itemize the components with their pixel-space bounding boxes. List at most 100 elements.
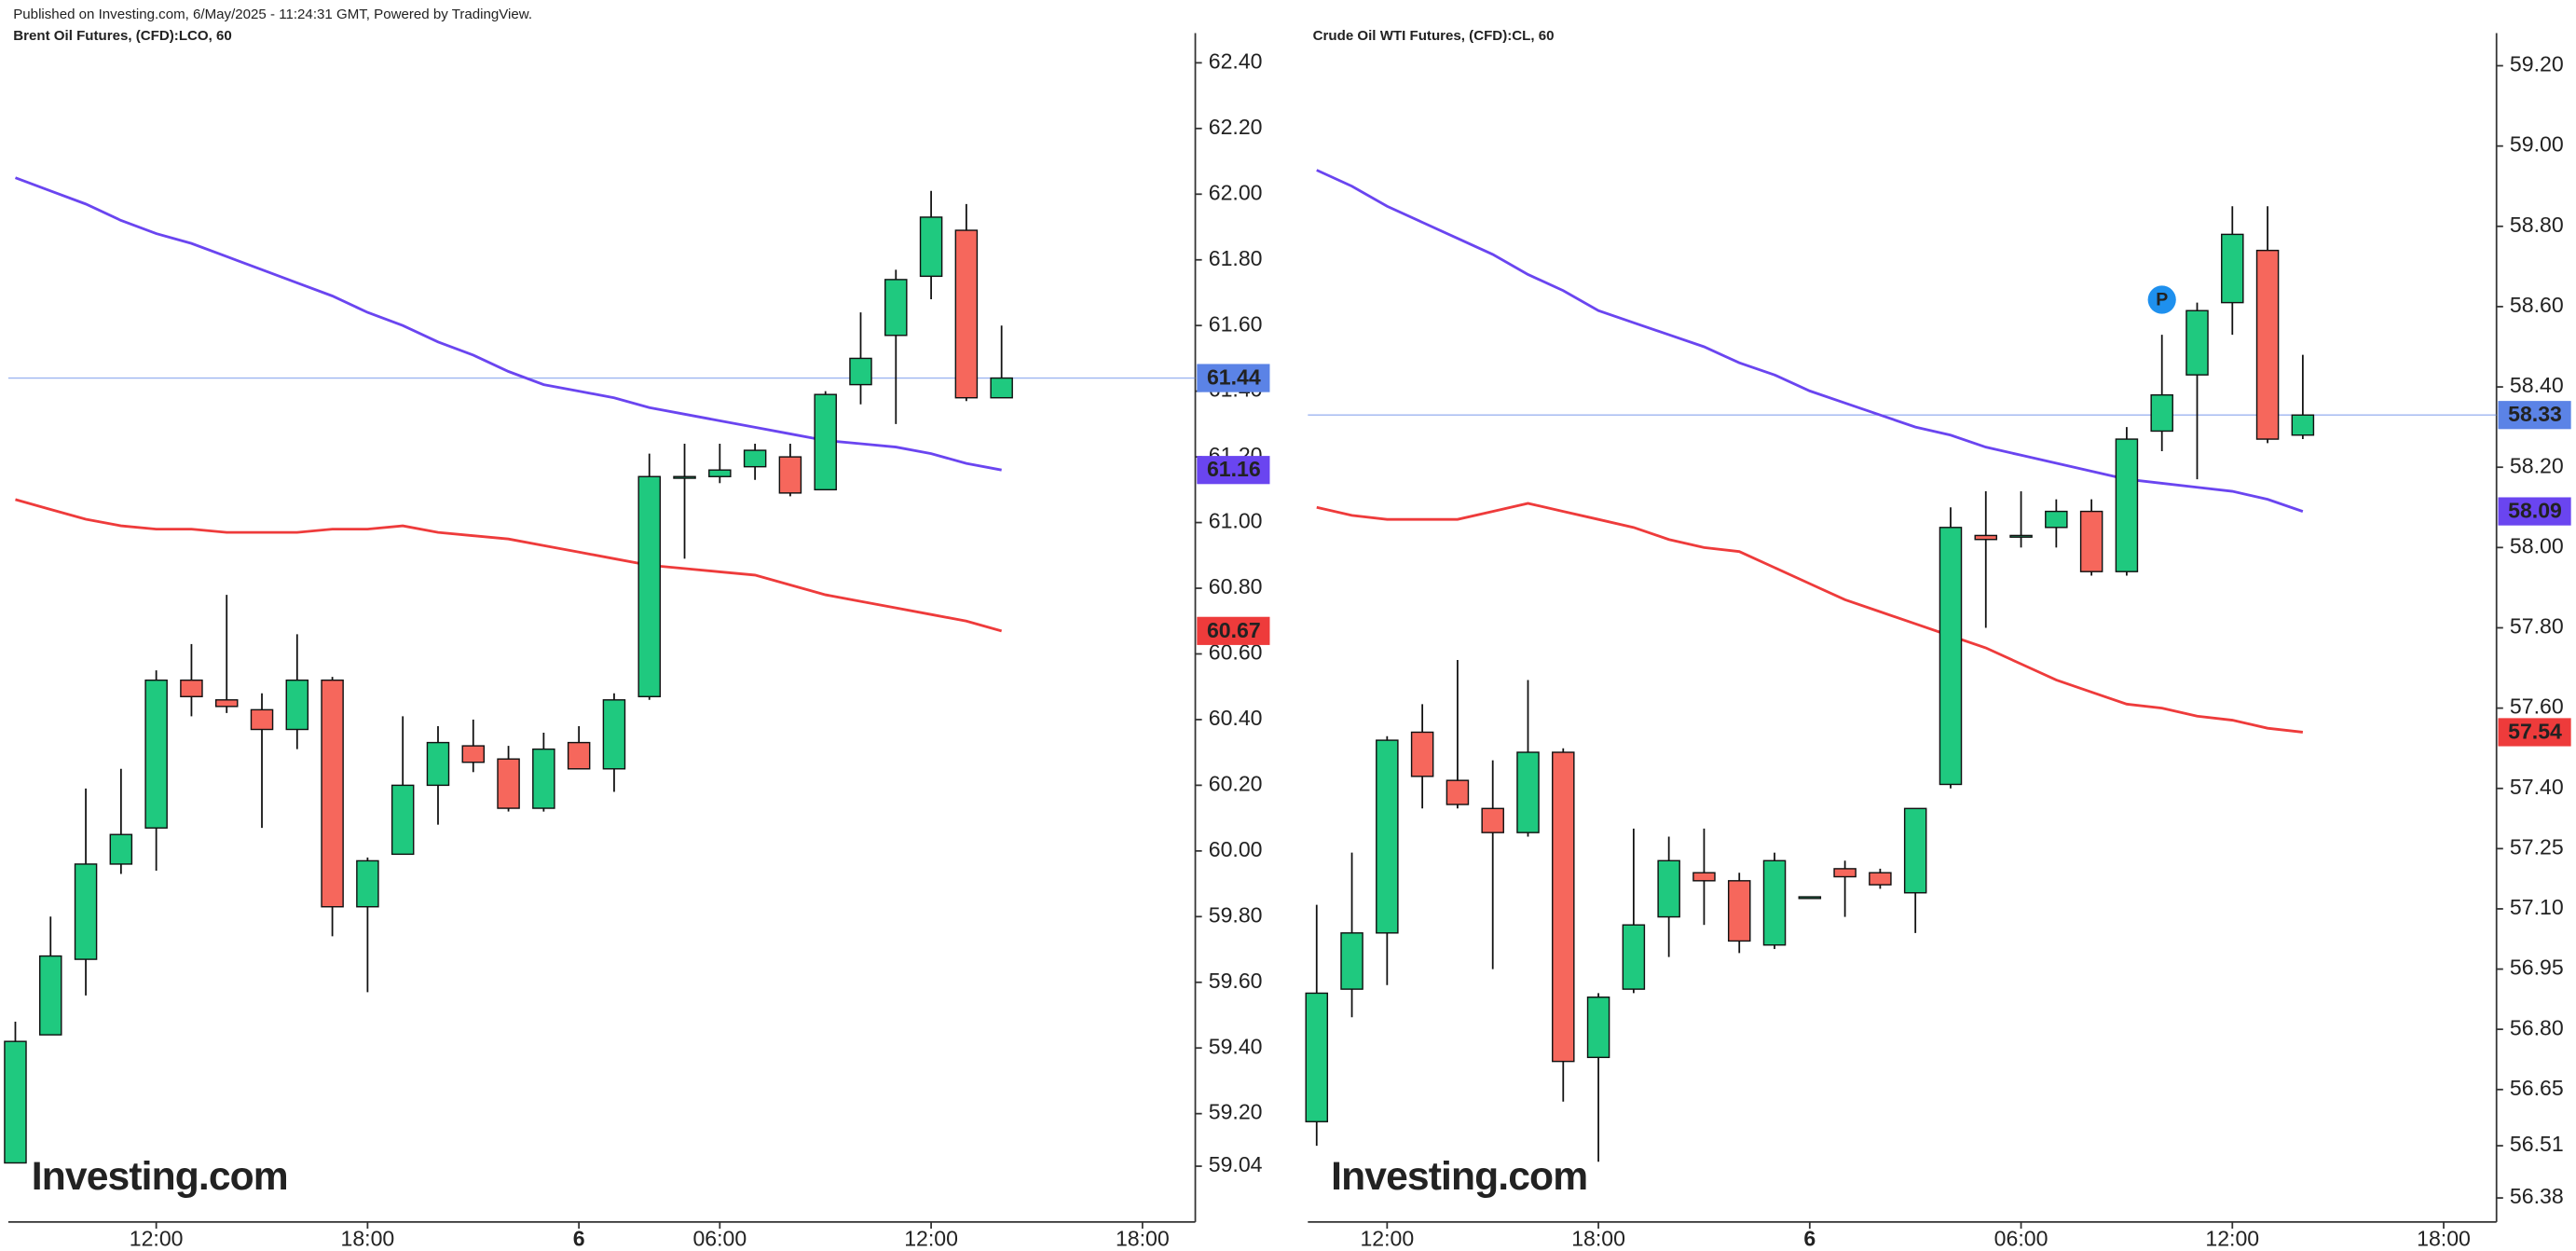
candle-body: [74, 863, 98, 960]
candle-body: [321, 679, 344, 908]
y-tick-label: 62.40: [1209, 48, 1263, 73]
y-tick-label: 60.20: [1209, 771, 1263, 795]
y-tick-label: 59.20: [1209, 1100, 1263, 1124]
candle-body: [954, 229, 979, 399]
series-tag-label: 61.16: [1207, 457, 1261, 481]
candle-body: [1869, 872, 1892, 886]
price-tag: [1197, 364, 1270, 392]
candle-body: [637, 475, 661, 697]
y-tick-label: 56.65: [2510, 1076, 2564, 1100]
candle-body: [814, 393, 837, 491]
series-tag: [1197, 616, 1270, 645]
moving-average: [1316, 169, 2304, 513]
price-tag-label: 58.33: [2508, 402, 2562, 426]
candle-body: [2185, 309, 2209, 376]
candle-body: [2009, 534, 2033, 538]
y-tick-label: 58.20: [2510, 453, 2564, 477]
x-tick-label: 18:00: [2417, 1227, 2471, 1251]
candle-body: [1762, 859, 1787, 946]
chart-title: Brent Oil Futures, (CFD):LCO, 60: [13, 28, 232, 44]
series-tag: [1197, 456, 1270, 485]
candle-body: [532, 748, 555, 809]
y-tick-label: 57.60: [2510, 694, 2564, 719]
candle-body: [1939, 527, 1963, 786]
y-tick-label: 57.80: [2510, 614, 2564, 639]
y-tick-label: 59.04: [1209, 1152, 1263, 1176]
watermark: Investing.com: [1331, 1154, 1587, 1199]
x-tick-label: 6: [573, 1227, 585, 1251]
candle-body: [1692, 872, 1716, 882]
x-tick-label: 18:00: [341, 1227, 395, 1251]
series-tag: [2498, 497, 2571, 526]
candle-body: [602, 699, 626, 770]
candle-body: [1586, 997, 1610, 1059]
y-tick-label: 56.95: [2510, 955, 2564, 980]
candle-body: [109, 833, 133, 865]
series-tag-label: 57.54: [2508, 719, 2562, 743]
candle-body: [1903, 807, 1927, 894]
candle-body: [2045, 510, 2068, 529]
y-tick-label: 60.00: [1209, 837, 1263, 861]
candle-body: [673, 475, 696, 479]
candle-body: [743, 449, 767, 468]
candle-body: [2079, 510, 2103, 572]
y-tick-label: 59.20: [2510, 52, 2564, 76]
y-tick-label: 59.00: [2510, 132, 2564, 157]
y-tick-label: 60.40: [1209, 706, 1263, 730]
y-tick-label: 58.40: [2510, 373, 2564, 397]
candle-body: [39, 955, 62, 1036]
y-tick-label: 61.00: [1209, 509, 1263, 533]
candle-body: [1657, 859, 1680, 918]
y-tick-label: 59.80: [1209, 902, 1263, 927]
candle-body: [497, 758, 520, 809]
moving-average: [15, 498, 1003, 633]
y-tick-label: 61.60: [1209, 311, 1263, 336]
y-tick-label: 57.25: [2510, 834, 2564, 859]
candle-body: [250, 708, 274, 731]
candle-body: [1446, 779, 1470, 805]
candle-body: [285, 679, 309, 731]
x-tick-label: 12:00: [904, 1227, 958, 1251]
chart-title: Crude Oil WTI Futures, (CFD):CL, 60: [1313, 28, 1555, 44]
series-tag-label: 58.09: [2508, 499, 2562, 523]
candle-body: [2150, 393, 2173, 433]
candle-body: [1376, 739, 1399, 934]
candle-body: [849, 357, 872, 386]
candle-body: [2115, 438, 2139, 572]
y-tick-label: 62.20: [1209, 115, 1263, 139]
candle-body: [2291, 414, 2315, 436]
y-tick-label: 57.40: [2510, 775, 2564, 799]
candle-body: [4, 1040, 27, 1164]
y-tick-label: 56.80: [2510, 1015, 2564, 1039]
watermark: Investing.com: [32, 1154, 288, 1199]
candle-body: [180, 679, 203, 697]
candle-body: [567, 741, 591, 770]
y-tick-label: 61.80: [1209, 246, 1263, 270]
x-tick-label: 18:00: [1571, 1227, 1625, 1251]
candle-body: [1481, 807, 1504, 833]
series-tag-label: 60.67: [1207, 618, 1261, 642]
candle-body: [1516, 751, 1540, 833]
candle-body: [1798, 896, 1822, 900]
moving-average: [1316, 502, 2304, 734]
y-tick-label: 59.60: [1209, 969, 1263, 993]
candle-body: [778, 456, 802, 494]
x-tick-label: 06:00: [692, 1227, 747, 1251]
annotation-marker: [2147, 285, 2176, 314]
moving-average: [14, 176, 1002, 472]
candle-body: [214, 699, 239, 708]
x-tick-label: 18:00: [1116, 1227, 1170, 1251]
candle-body: [2255, 249, 2280, 440]
price-tag-label: 61.44: [1207, 365, 1261, 390]
candle-body: [1410, 731, 1434, 777]
candle-body: [1833, 868, 1857, 878]
candle-body: [1552, 751, 1575, 1063]
candle-body: [990, 377, 1013, 399]
candle-body: [1727, 880, 1751, 942]
y-tick-label: 59.40: [1209, 1034, 1263, 1058]
price-tag: [2498, 401, 2571, 430]
y-tick-label: 56.51: [2510, 1132, 2564, 1156]
